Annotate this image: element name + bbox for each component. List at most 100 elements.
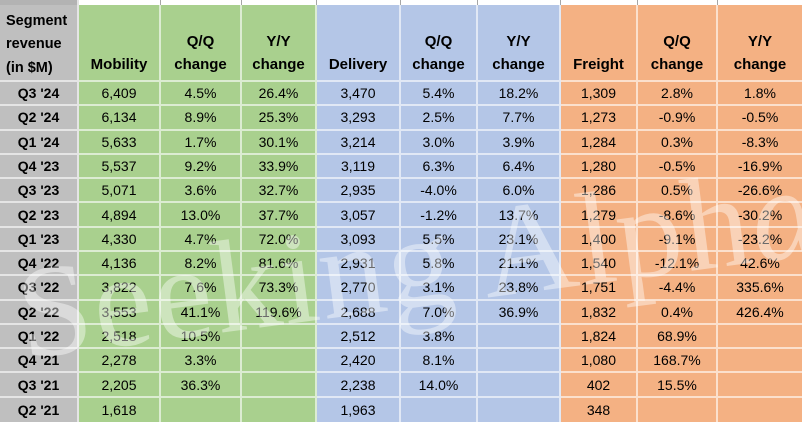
cell-freight-yy_change [718, 349, 802, 374]
corner-line-2: revenue [6, 36, 62, 53]
cell-mobility-qq_change: 10.5% [161, 324, 242, 350]
row-label: Q4 '23 [0, 154, 79, 180]
cell-delivery-yy_change: 13.7% [478, 203, 561, 228]
cell-delivery-revenue: 2,420 [317, 349, 401, 374]
cell-freight-revenue: 1,540 [561, 251, 638, 277]
cell-mobility-qq_change: 4.7% [161, 227, 242, 252]
cell-delivery-qq_change: 8.1% [401, 349, 478, 374]
cell-freight-yy_change: -26.6% [718, 179, 802, 204]
cell-freight-yy_change: -23.2% [718, 227, 802, 252]
cell-delivery-qq_change: 5.4% [401, 82, 478, 107]
cell-freight-qq_change: 0.4% [638, 300, 718, 325]
cell-mobility-qq_change: 8.2% [161, 251, 242, 277]
cell-delivery-yy_change [478, 373, 561, 398]
cell-delivery-yy_change [478, 324, 561, 350]
cell-mobility-revenue: 2,518 [79, 324, 161, 350]
corner-line-1: Segment [6, 13, 68, 29]
cell-freight-revenue: 1,279 [561, 203, 638, 228]
cell-mobility-revenue: 6,134 [79, 106, 161, 131]
cell-freight-qq_change: 15.5% [638, 373, 718, 398]
cell-freight-revenue: 1,309 [561, 82, 638, 107]
cell-freight-revenue: 1,832 [561, 300, 638, 325]
cell-freight-qq_change: -12.1% [638, 251, 718, 277]
cell-freight-yy_change: -8.3% [718, 130, 802, 155]
cell-freight-revenue: 1,751 [561, 276, 638, 301]
cell-mobility-revenue: 1,618 [79, 397, 161, 422]
cell-mobility-qq_change: 9.2% [161, 154, 242, 180]
clipped-row-cell [401, 0, 478, 5]
cell-delivery-yy_change: 6.4% [478, 154, 561, 180]
clipped-row-cell [478, 0, 561, 5]
row-label: Q3 '23 [0, 179, 79, 204]
cell-mobility-yy_change: 25.3% [242, 106, 317, 131]
cell-delivery-yy_change: 23.1% [478, 227, 561, 252]
cell-freight-revenue: 1,824 [561, 324, 638, 350]
cell-delivery-yy_change: 23.8% [478, 276, 561, 301]
row-label: Q2 '23 [0, 203, 79, 228]
column-header-yy-freight: Y/Y change [718, 5, 802, 82]
cell-delivery-revenue: 2,770 [317, 276, 401, 301]
cell-delivery-revenue: 3,057 [317, 203, 401, 228]
cell-delivery-qq_change: 3.8% [401, 324, 478, 350]
cell-mobility-qq_change: 3.3% [161, 349, 242, 374]
cell-mobility-revenue: 4,330 [79, 227, 161, 252]
cell-mobility-yy_change: 26.4% [242, 82, 317, 107]
cell-freight-qq_change: -0.5% [638, 154, 718, 180]
cell-delivery-yy_change: 3.9% [478, 130, 561, 155]
cell-freight-yy_change [718, 373, 802, 398]
cell-freight-qq_change [638, 397, 718, 422]
cell-delivery-revenue: 3,293 [317, 106, 401, 131]
cell-mobility-yy_change: 73.3% [242, 276, 317, 301]
clipped-row-cell [317, 0, 401, 5]
cell-mobility-yy_change: 33.9% [242, 154, 317, 180]
cell-delivery-yy_change: 6.0% [478, 179, 561, 204]
cell-mobility-qq_change: 36.3% [161, 373, 242, 398]
cell-freight-revenue: 1,284 [561, 130, 638, 155]
column-header-yy-mobility: Y/Y change [242, 5, 317, 82]
cell-delivery-yy_change [478, 349, 561, 374]
row-label: Q3 '21 [0, 373, 79, 398]
cell-mobility-qq_change: 3.6% [161, 179, 242, 204]
cell-mobility-yy_change: 37.7% [242, 203, 317, 228]
cell-mobility-qq_change: 8.9% [161, 106, 242, 131]
cell-mobility-revenue: 4,136 [79, 251, 161, 277]
cell-mobility-revenue: 5,071 [79, 179, 161, 204]
cell-delivery-qq_change: 5.8% [401, 251, 478, 277]
cell-delivery-yy_change: 18.2% [478, 82, 561, 107]
clipped-row-cell [638, 0, 718, 5]
cell-freight-revenue: 1,080 [561, 349, 638, 374]
cell-delivery-revenue: 1,963 [317, 397, 401, 422]
cell-mobility-yy_change: 30.1% [242, 130, 317, 155]
cell-freight-qq_change: -9.1% [638, 227, 718, 252]
corner-line-3: (in $M) [6, 59, 53, 76]
column-header-qq-freight: Q/Q change [638, 5, 718, 82]
column-header-freight: Freight [561, 5, 638, 82]
cell-freight-revenue: 1,286 [561, 179, 638, 204]
cell-freight-yy_change: 335.6% [718, 276, 802, 301]
cell-delivery-qq_change: 3.0% [401, 130, 478, 155]
cell-delivery-revenue: 3,093 [317, 227, 401, 252]
clipped-row-cell [79, 0, 161, 5]
cell-delivery-qq_change: 2.5% [401, 106, 478, 131]
cell-mobility-revenue: 4,894 [79, 203, 161, 228]
cell-freight-yy_change: -30.2% [718, 203, 802, 228]
cell-delivery-revenue: 2,512 [317, 324, 401, 350]
row-label: Q1 '22 [0, 324, 79, 350]
row-label: Q2 '24 [0, 106, 79, 131]
row-label: Q2 '22 [0, 300, 79, 325]
cell-mobility-revenue: 6,409 [79, 82, 161, 107]
cell-mobility-qq_change: 7.6% [161, 276, 242, 301]
cell-freight-qq_change: 0.5% [638, 179, 718, 204]
cell-mobility-qq_change: 4.5% [161, 82, 242, 107]
cell-delivery-revenue: 2,238 [317, 373, 401, 398]
cell-mobility-yy_change [242, 349, 317, 374]
cell-freight-yy_change: 42.6% [718, 251, 802, 277]
cell-mobility-revenue: 3,822 [79, 276, 161, 301]
row-label: Q4 '22 [0, 251, 79, 277]
cell-mobility-qq_change [161, 397, 242, 422]
clipped-row-cell [718, 0, 802, 5]
cell-freight-qq_change: -4.4% [638, 276, 718, 301]
clipped-corner-cell [0, 0, 79, 5]
cell-mobility-yy_change: 72.0% [242, 227, 317, 252]
